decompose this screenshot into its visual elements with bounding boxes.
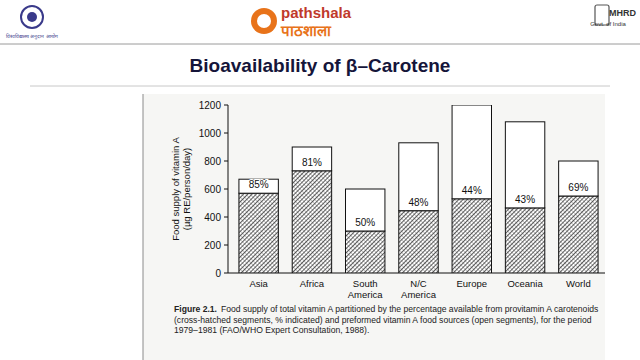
- percent-label: 81%: [302, 157, 322, 168]
- y-tick-label: 0: [215, 268, 221, 279]
- y-label: Food supply of vitamin A(µg RE/person/da…: [170, 137, 192, 241]
- hatched-segment-crosshatch: [452, 199, 491, 273]
- labels: 85%Asia81%Africa50%SouthAmerica48%N/CAme…: [249, 157, 591, 300]
- title: Bioavailability of β–Carotene: [190, 55, 451, 76]
- y-tick-label: 400: [204, 212, 221, 223]
- percent-label: 50%: [355, 217, 375, 228]
- hatched-segment: [345, 231, 384, 273]
- header-rule: [0, 44, 640, 45]
- percent-label: 85%: [249, 179, 269, 190]
- e-logo-inner: [257, 14, 271, 28]
- y-label-line: (µg RE/person/day): [181, 148, 192, 231]
- y-tick-label: 1000: [199, 128, 222, 139]
- x-tick-label: Africa: [300, 278, 325, 289]
- hatched-segment-crosshatch: [559, 196, 598, 273]
- x-tick-label-line: Europe: [456, 278, 487, 289]
- bars: [239, 105, 598, 273]
- y-tick-label: 600: [204, 184, 221, 195]
- header-bg: [0, 0, 640, 44]
- x-tick-label: Oceania: [507, 278, 543, 289]
- percent-label: 43%: [515, 194, 535, 205]
- hatched-segment-crosshatch: [505, 208, 544, 273]
- x-tick-label: World: [566, 278, 591, 289]
- ministry: MHRD: [609, 8, 636, 18]
- open-segment: [559, 161, 598, 196]
- hatched-segment-crosshatch: [239, 193, 278, 273]
- open-segment: [292, 147, 331, 171]
- open-segment: [452, 105, 491, 199]
- x-tick-label: Europe: [456, 278, 487, 289]
- y-label-line: Food supply of vitamin A: [170, 137, 181, 241]
- percent-label: 69%: [568, 182, 588, 193]
- x-tick-label-line: America: [348, 289, 384, 300]
- x-tick-label-line: South: [353, 278, 378, 289]
- e-logo: [251, 8, 277, 34]
- percent-label: 44%: [462, 185, 482, 196]
- hatched-segment-crosshatch: [292, 171, 331, 273]
- x-tick-label: N/CAmerica: [401, 278, 437, 300]
- x-tick-label-line: World: [566, 278, 591, 289]
- y-tick-label: 1200: [199, 100, 222, 111]
- x-tick-label-line: Africa: [300, 278, 325, 289]
- title-rule: [30, 86, 610, 87]
- hatched-segment: [505, 208, 544, 273]
- y-tick-label: 800: [204, 156, 221, 167]
- x-tick-label: Asia: [249, 278, 268, 289]
- left-logo-core: [27, 12, 37, 22]
- open-segment: [505, 122, 544, 208]
- left-logo: [21, 6, 43, 28]
- y-tick: [224, 133, 228, 134]
- caption: Figure 2.1.Food supply of total vitamin …: [174, 304, 604, 336]
- slide: विश्वविद्यालय अनुदान आयोग pathshalaपाठशाल…: [0, 0, 640, 360]
- y-tick: [224, 105, 228, 106]
- y-tick: [224, 189, 228, 190]
- chart-panel: [143, 94, 605, 360]
- x-tick-label-line: N/C: [410, 278, 427, 289]
- hatched-segment-crosshatch: [345, 231, 384, 273]
- logo-hindi: पाठशाला: [280, 22, 332, 40]
- y-tick: [224, 245, 228, 246]
- x-tick-label-line: America: [401, 289, 437, 300]
- open-segment: [399, 143, 438, 211]
- x-tick-label-line: Asia: [249, 278, 268, 289]
- open-segment: [239, 179, 278, 193]
- y-tick: [224, 273, 228, 274]
- open-segment: [345, 189, 384, 231]
- y-axis: 0 200 400 600 800 1000 1200: [199, 100, 605, 279]
- panel-edge: [143, 94, 144, 360]
- hatched-segment-crosshatch: [399, 211, 438, 273]
- percent-label: 48%: [408, 197, 428, 208]
- caption-text: Food supply of total vitamin A partition…: [174, 304, 598, 335]
- hatched-segment: [559, 196, 598, 273]
- y-tick: [224, 161, 228, 162]
- hatched-segment: [292, 171, 331, 273]
- hatched-segment: [399, 211, 438, 273]
- hatched-segment: [452, 199, 491, 273]
- x-tick-label: SouthAmerica: [348, 278, 384, 300]
- ministry-sub: Govt. of India: [590, 21, 626, 27]
- caption-label: Figure 2.1.: [174, 304, 217, 314]
- hatched-segment: [239, 193, 278, 273]
- logo-text: pathshala: [281, 4, 352, 21]
- y-tick: [224, 217, 228, 218]
- y-tick-label: 200: [204, 240, 221, 251]
- left-logo-text: विश्वविद्यालय अनुदान आयोग: [6, 33, 58, 40]
- x-tick-label-line: Oceania: [507, 278, 543, 289]
